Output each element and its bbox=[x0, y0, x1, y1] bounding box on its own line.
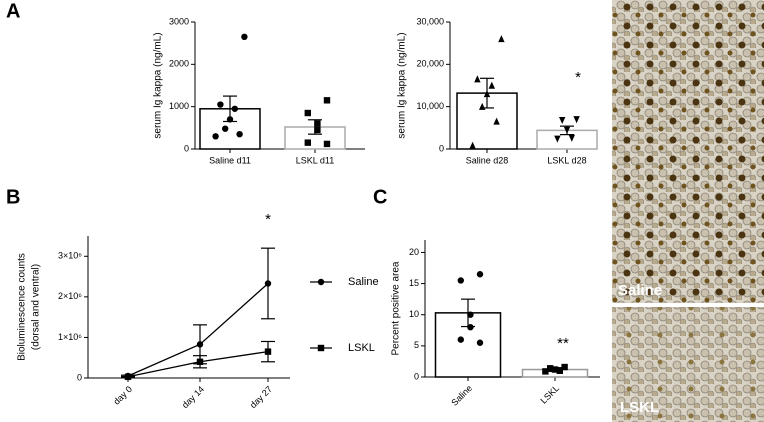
y-tick-label: 10 bbox=[409, 309, 419, 319]
data-point bbox=[196, 358, 204, 365]
data-point bbox=[488, 81, 495, 89]
y-tick-label: 30,000 bbox=[416, 16, 444, 26]
data-point bbox=[124, 373, 132, 380]
y-axis-label: serum Ig kappa (ng/mL) bbox=[397, 32, 408, 138]
y-tick-label: 0 bbox=[184, 143, 189, 153]
data-point bbox=[264, 280, 272, 287]
data-point bbox=[559, 117, 566, 125]
data-point bbox=[212, 133, 219, 140]
y-tick-label: 5 bbox=[414, 340, 419, 350]
y-tick-label: 1000 bbox=[169, 101, 189, 111]
data-point bbox=[222, 125, 229, 132]
x-tick-label: LSKL bbox=[538, 383, 561, 406]
y-axis-label: Bioluminescence counts bbox=[17, 253, 28, 361]
y-tick-label: 0 bbox=[77, 372, 82, 382]
y-axis-label: (dorsal and ventral) bbox=[31, 264, 42, 350]
y-tick-label: 2×10⁶ bbox=[58, 291, 82, 301]
y-tick-label: 15 bbox=[409, 278, 419, 288]
panel-letter: A bbox=[6, 0, 20, 22]
data-point bbox=[476, 271, 484, 278]
data-point bbox=[457, 336, 464, 343]
data-point bbox=[554, 135, 561, 143]
micrograph bbox=[612, 307, 764, 422]
y-tick-label: 1×10⁶ bbox=[58, 332, 82, 342]
data-point bbox=[457, 277, 464, 284]
x-tick-label: day 27 bbox=[248, 384, 274, 410]
data-point bbox=[264, 348, 272, 355]
data-point bbox=[323, 97, 331, 104]
image-label: Saline bbox=[618, 282, 662, 299]
data-point bbox=[217, 101, 224, 108]
data-point bbox=[542, 368, 549, 375]
y-axis-label: Percent positive area bbox=[391, 261, 402, 355]
data-point bbox=[226, 116, 234, 123]
y-axis-label: serum Ig kappa (ng/mL) bbox=[153, 32, 164, 138]
y-tick-label: 0 bbox=[439, 143, 444, 153]
data-point bbox=[551, 366, 559, 373]
y-tick-label: 10,000 bbox=[416, 101, 444, 111]
annotation: ** bbox=[557, 335, 569, 352]
data-point bbox=[476, 339, 484, 346]
data-point bbox=[467, 311, 474, 318]
data-point bbox=[467, 323, 474, 331]
data-point bbox=[498, 35, 505, 43]
x-tick-label: Saline d11 bbox=[209, 155, 251, 165]
data-point bbox=[231, 105, 238, 112]
annotation: * bbox=[265, 211, 271, 228]
data-point bbox=[556, 367, 563, 374]
y-tick-label: 3000 bbox=[169, 16, 189, 26]
micrograph bbox=[612, 0, 764, 303]
data-point bbox=[241, 33, 248, 41]
legend-marker bbox=[317, 278, 325, 286]
data-point bbox=[323, 140, 331, 148]
y-tick-label: 20 bbox=[409, 247, 419, 257]
data-point bbox=[561, 363, 568, 371]
y-tick-label: 2000 bbox=[169, 59, 189, 69]
x-tick-label: LSKL d11 bbox=[296, 155, 335, 165]
x-tick-label: day 0 bbox=[111, 384, 134, 407]
data-point bbox=[573, 116, 580, 124]
y-tick-label: 0 bbox=[414, 371, 419, 381]
x-tick-label: day 14 bbox=[180, 384, 206, 410]
y-tick-label: 20,000 bbox=[416, 59, 444, 69]
data-point bbox=[304, 109, 311, 117]
data-point bbox=[547, 365, 554, 372]
x-tick-label: LSKL d28 bbox=[547, 155, 586, 165]
panel-letter: C bbox=[373, 186, 387, 208]
legend-label: LSKL bbox=[348, 342, 375, 354]
image-label: LSKL bbox=[620, 399, 659, 416]
annotation: * bbox=[575, 69, 581, 86]
data-point bbox=[469, 141, 476, 149]
data-point bbox=[474, 75, 481, 83]
legend-marker bbox=[317, 344, 325, 352]
panel-letter: B bbox=[6, 186, 20, 208]
data-point bbox=[236, 130, 243, 138]
data-point bbox=[479, 102, 486, 110]
data-point bbox=[304, 139, 311, 146]
x-tick-label: Saline d28 bbox=[466, 155, 509, 165]
data-point bbox=[483, 90, 491, 98]
data-point bbox=[493, 117, 500, 125]
legend-label: Saline bbox=[348, 276, 379, 288]
data-point bbox=[563, 126, 571, 134]
data-point bbox=[568, 134, 575, 142]
x-tick-label: Saline bbox=[449, 383, 474, 408]
data-point bbox=[196, 341, 204, 348]
y-tick-label: 3×10⁶ bbox=[58, 251, 82, 261]
data-point bbox=[314, 120, 321, 127]
data-point bbox=[314, 126, 321, 134]
